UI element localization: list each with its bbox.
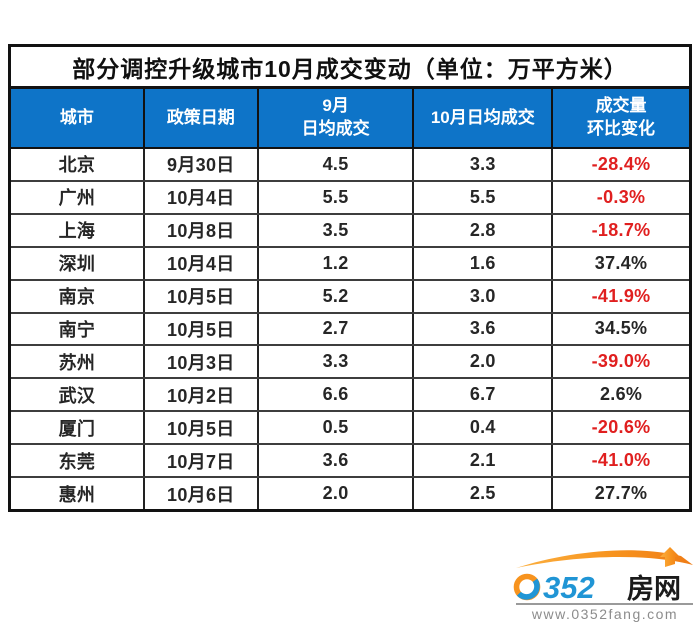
change-cell: -39.0% — [591, 351, 651, 372]
oct-avg-cell: 2.8 — [414, 214, 554, 246]
change-cell: -41.0% — [591, 450, 651, 471]
change-cell: -18.7% — [591, 219, 651, 240]
city-cell: 厦门 — [11, 412, 145, 444]
table-row: 武汉 10月2日 6.6 6.7 2.6% — [11, 377, 689, 411]
header-cell-4: 成交量 环比变化 — [587, 96, 656, 138]
city-cell: 北京 — [11, 149, 145, 180]
policy-date-cell: 10月3日 — [145, 346, 259, 378]
city-cell: 惠州 — [11, 478, 145, 509]
policy-date-cell: 10月6日 — [145, 478, 259, 509]
oct-avg-cell: 2.0 — [414, 346, 554, 378]
table-row: 厦门 10月5日 0.5 0.4 -20.6% — [11, 410, 689, 444]
city-cell: 南宁 — [11, 313, 145, 345]
policy-date-cell: 10月4日 — [145, 181, 259, 213]
table-row: 上海 10月8日 3.5 2.8 -18.7% — [11, 212, 689, 246]
change-cell: -20.6% — [591, 417, 651, 438]
logo-divider — [516, 603, 693, 605]
sep-avg-cell: 2.7 — [259, 313, 415, 345]
table-header-row: 城市 政策日期 9月 日均成交 10月日均成交 成交量 环比变化 — [11, 89, 689, 149]
city-cell: 苏州 — [11, 346, 145, 378]
city-cell: 深圳 — [11, 247, 145, 279]
site-logo: 352 房网 www.0352fang.com — [480, 542, 695, 624]
sep-avg-cell: 2.0 — [259, 478, 415, 509]
header-cell-1: 政策日期 — [145, 89, 259, 147]
sep-avg-cell: 3.6 — [259, 445, 415, 477]
city-cell: 东莞 — [11, 445, 145, 477]
oct-avg-cell: 1.6 — [414, 247, 554, 279]
logo-graphic: 352 房网 www.0352fang.com — [513, 547, 693, 622]
oct-avg-cell: 2.1 — [414, 445, 554, 477]
city-cell: 南京 — [11, 280, 145, 312]
logo-cjk: 房网 — [627, 574, 681, 604]
change-cell: 2.6% — [599, 384, 643, 405]
header-cell-0: 城市 — [11, 89, 145, 147]
change-cell: 34.5% — [594, 318, 648, 339]
table-row: 南宁 10月5日 2.7 3.6 34.5% — [11, 311, 689, 345]
change-cell: -41.9% — [591, 285, 651, 306]
header-cell-3: 10月日均成交 — [414, 89, 554, 147]
sep-avg-cell: 5.5 — [259, 181, 415, 213]
policy-date-cell: 10月5日 — [145, 412, 259, 444]
logo-digits: 352 — [543, 570, 595, 605]
roof-icon — [516, 547, 693, 568]
table-title: 部分调控升级城市10月成交变动（单位：万平方米） — [11, 47, 689, 89]
table-body: 北京 9月30日 4.5 3.3 -28.4% 广州 10月4日 5.5 5.5 -0.3% 上海 1… — [11, 149, 689, 509]
policy-date-cell: 10月7日 — [145, 445, 259, 477]
table-row: 广州 10月4日 5.5 5.5 -0.3% — [11, 179, 689, 213]
policy-date-cell: 10月5日 — [145, 280, 259, 312]
table-row: 深圳 10月4日 1.2 1.6 37.4% — [11, 245, 689, 279]
change-cell: 27.7% — [594, 483, 648, 504]
sep-avg-cell: 1.2 — [259, 247, 415, 279]
city-cell: 武汉 — [11, 379, 145, 411]
oct-avg-cell: 3.0 — [414, 280, 554, 312]
table-row: 苏州 10月3日 3.3 2.0 -39.0% — [11, 344, 689, 378]
table-row: 北京 9月30日 4.5 3.3 -28.4% — [11, 149, 689, 180]
logo-zero-ring-icon — [513, 573, 541, 601]
sep-avg-cell: 4.5 — [259, 149, 415, 180]
policy-date-cell: 10月5日 — [145, 313, 259, 345]
logo-url: www.0352fang.com — [531, 606, 678, 622]
sep-avg-cell: 0.5 — [259, 412, 415, 444]
oct-avg-cell: 3.3 — [414, 149, 554, 180]
oct-avg-cell: 5.5 — [414, 181, 554, 213]
table-row: 惠州 10月6日 2.0 2.5 27.7% — [11, 476, 689, 509]
change-cell: -28.4% — [591, 153, 651, 174]
sep-avg-cell: 3.3 — [259, 346, 415, 378]
policy-date-cell: 10月4日 — [145, 247, 259, 279]
table-row: 东莞 10月7日 3.6 2.1 -41.0% — [11, 443, 689, 477]
change-cell: -0.3% — [596, 186, 646, 207]
oct-avg-cell: 6.7 — [414, 379, 554, 411]
policy-date-cell: 10月8日 — [145, 214, 259, 246]
oct-avg-cell: 3.6 — [414, 313, 554, 345]
sep-avg-cell: 3.5 — [259, 214, 415, 246]
sep-avg-cell: 6.6 — [259, 379, 415, 411]
change-cell: 37.4% — [594, 252, 648, 273]
city-cell: 上海 — [11, 214, 145, 246]
table-row: 南京 10月5日 5.2 3.0 -41.9% — [11, 278, 689, 312]
policy-date-cell: 10月2日 — [145, 379, 259, 411]
oct-avg-cell: 2.5 — [414, 478, 554, 509]
oct-avg-cell: 0.4 — [414, 412, 554, 444]
header-cell-2: 9月 日均成交 — [259, 89, 415, 147]
data-table: 部分调控升级城市10月成交变动（单位：万平方米） 城市 政策日期 9月 日均成交 10… — [8, 44, 692, 512]
policy-date-cell: 9月30日 — [145, 149, 259, 180]
city-cell: 广州 — [11, 181, 145, 213]
sep-avg-cell: 5.2 — [259, 280, 415, 312]
